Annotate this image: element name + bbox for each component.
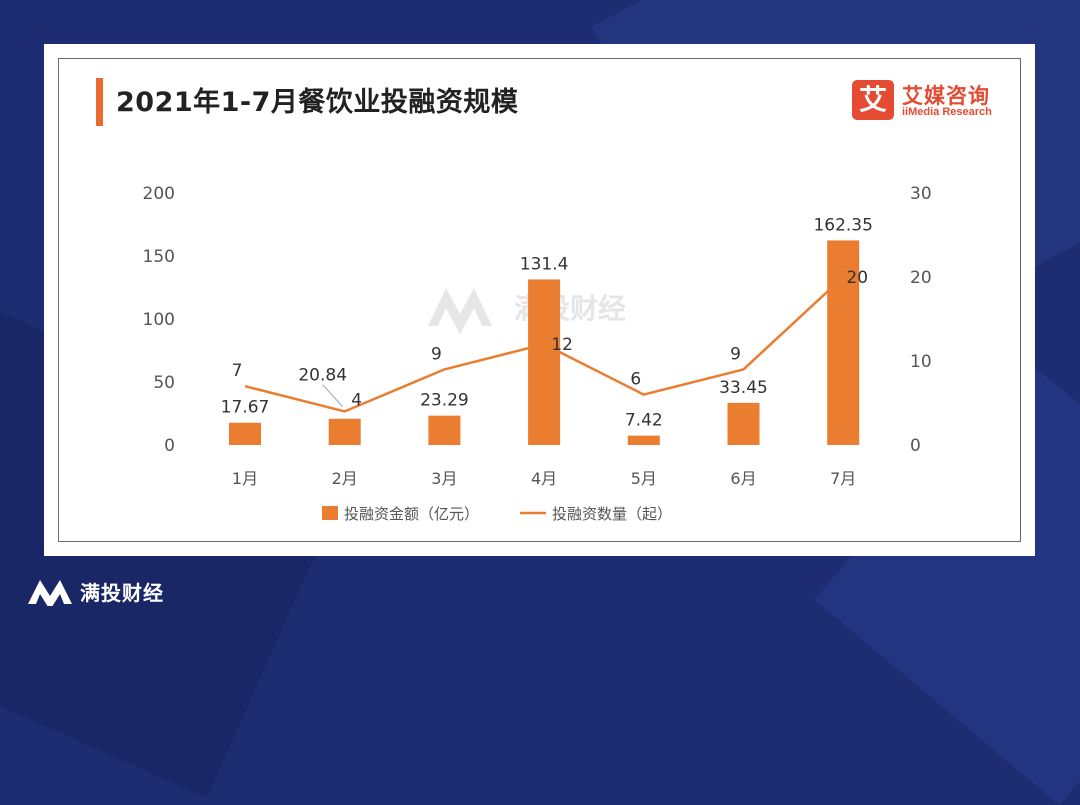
label-leader-line <box>322 384 344 408</box>
brand-name: 艾媒咨询 <box>902 84 990 108</box>
footer-brand-text: 满投财经 <box>80 581 164 605</box>
x-tick-label: 4月 <box>531 469 557 488</box>
legend-bar-swatch <box>322 506 338 520</box>
footer-logo-icon <box>28 580 72 606</box>
watermark-logo-icon <box>428 288 492 334</box>
line-value-label: 9 <box>730 344 741 364</box>
brand-name-en: iiMedia Research <box>902 106 992 118</box>
brand-logo: 艾 艾媒咨询 iiMedia Research <box>852 80 1012 124</box>
bar <box>428 415 461 445</box>
y-left-tick-label: 100 <box>143 310 175 330</box>
y-left-tick-label: 150 <box>143 247 175 267</box>
line-value-label: 7 <box>232 361 243 381</box>
line-value-label: 9 <box>431 344 442 364</box>
bar <box>328 418 361 445</box>
bar-value-label: 162.35 <box>813 215 872 235</box>
y-left-tick-label: 0 <box>164 436 175 456</box>
chart-title: 2021年1-7月餐饮业投融资规模 <box>116 87 519 118</box>
y-right-tick-label: 30 <box>910 184 932 204</box>
x-tick-label: 2月 <box>332 469 358 488</box>
line-value-label: 6 <box>630 370 641 390</box>
combo-chart: 满投财经 0 50 100 150 200 0 10 20 30 1月 2月 3月 4月 5月 6月 7月 1… <box>143 184 932 523</box>
watermark: 满投财经 <box>428 288 626 334</box>
line-value-label: 12 <box>551 335 573 355</box>
bar-value-label: 20.84 <box>298 366 347 386</box>
y-left-tick-label: 200 <box>143 184 175 204</box>
iimedia-logo-icon: 艾 <box>852 80 894 120</box>
line-value-label: 20 <box>846 268 868 288</box>
x-tick-label: 3月 <box>431 469 457 488</box>
bar-value-label: 17.67 <box>221 398 270 418</box>
bar-value-label: 131.4 <box>520 254 569 274</box>
bar <box>528 279 561 445</box>
bar-value-label: 33.45 <box>719 378 768 398</box>
bar <box>827 240 860 445</box>
x-tick-label: 6月 <box>730 469 756 488</box>
line-value-label: 4 <box>351 390 362 410</box>
bar-value-label: 23.29 <box>420 391 469 411</box>
y-left-tick-label: 50 <box>153 373 175 393</box>
y-right-tick-label: 10 <box>910 352 932 372</box>
x-tick-label: 1月 <box>232 469 258 488</box>
x-tick-label: 7月 <box>830 469 856 488</box>
card-border <box>58 58 1021 542</box>
series-line <box>244 276 845 413</box>
bar <box>727 402 760 445</box>
x-tick-label: 5月 <box>631 469 657 488</box>
bar <box>627 435 660 445</box>
legend-label: 投融资金额（亿元） <box>344 505 479 523</box>
bar <box>229 422 261 445</box>
y-right-tick-label: 20 <box>910 268 932 288</box>
legend-label: 投融资数量（起） <box>552 505 672 523</box>
title-accent-bar <box>96 78 103 126</box>
bar-value-label: 7.42 <box>625 411 663 431</box>
y-right-tick-label: 0 <box>910 436 921 456</box>
